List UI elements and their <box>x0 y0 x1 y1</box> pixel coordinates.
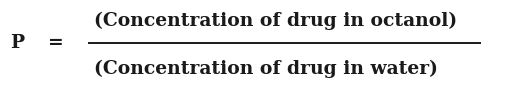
Text: (Concentration of drug in octanol): (Concentration of drug in octanol) <box>94 12 457 30</box>
Text: (Concentration of drug in water): (Concentration of drug in water) <box>94 60 438 78</box>
Text: =: = <box>48 34 64 52</box>
Text: P: P <box>10 34 24 52</box>
